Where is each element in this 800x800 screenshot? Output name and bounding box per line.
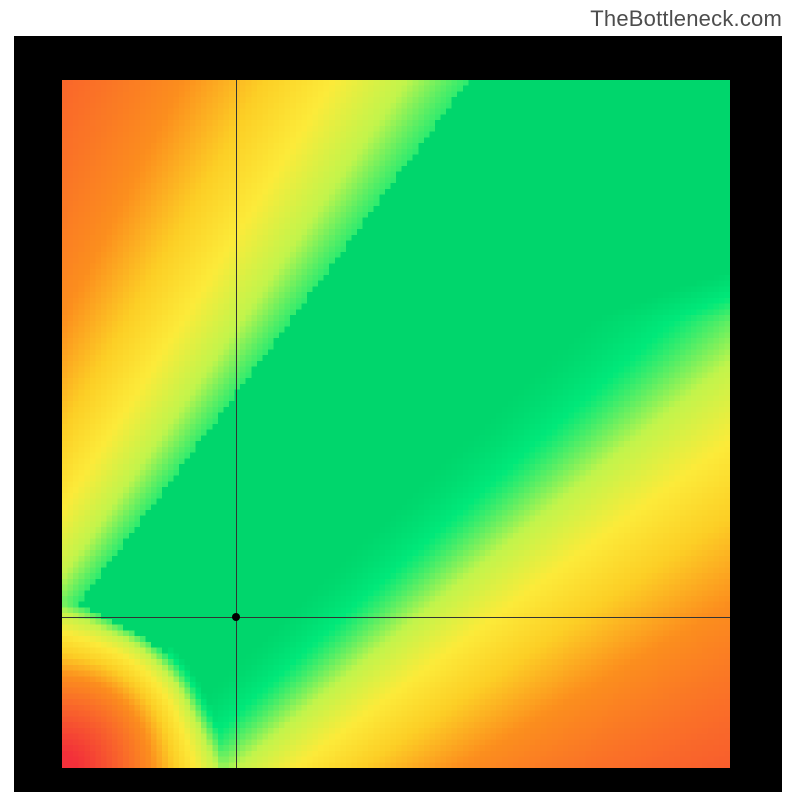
crosshair-vertical [236,80,237,768]
plot-area [62,80,730,768]
crosshair-horizontal [62,617,730,618]
chart-frame [14,36,782,792]
heatmap-canvas [62,80,730,768]
crosshair-marker [232,613,240,621]
watermark-text: TheBottleneck.com [590,6,782,32]
